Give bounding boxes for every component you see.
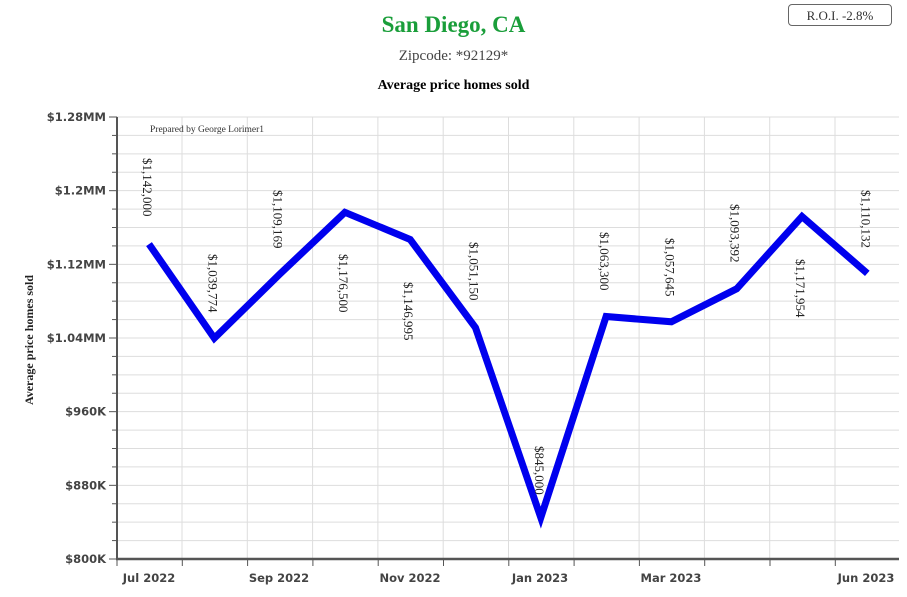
x-tick-label: Mar 2023 [641,571,702,585]
prepared-by-note: Prepared by George Lorimer1 [150,125,264,135]
x-tick-label: Sep 2022 [249,571,309,585]
y-tick-label: $1.04MM [47,331,106,345]
price-series-line [146,208,870,529]
page-title: San Diego, CA [381,12,526,37]
roi-button[interactable]: R.O.I. -2.8% [788,4,892,26]
data-label: $1,110,132 [858,190,873,248]
data-label: $1,039,774 [205,254,220,313]
x-tick-label: Jul 2022 [122,571,175,585]
data-label: $845,000 [532,446,547,495]
y-tick-label: $1.2MM [55,184,106,198]
data-label: $1,146,995 [401,282,416,341]
data-label: $1,109,169 [271,190,286,249]
data-label: $1,176,500 [336,254,351,313]
data-label: $1,171,954 [793,259,808,318]
y-tick-label: $1.28MM [47,110,106,124]
x-tick-label: Nov 2022 [379,571,440,585]
y-tick-label: $960K [65,405,107,419]
x-tick-label: Jan 2023 [511,571,568,585]
y-tick-label: $880K [65,478,107,492]
x-tick-label: Jun 2023 [837,571,895,585]
data-label: $1,063,300 [597,232,612,291]
y-tick-label: $800K [65,552,107,566]
data-label: $1,051,150 [467,242,482,301]
data-label: $1,142,000 [140,158,155,217]
data-label: $1,057,645 [662,238,677,297]
y-axis-label: Average price homes sold [22,275,36,405]
data-label: $1,093,392 [728,204,743,263]
zipcode-subtitle: Zipcode: *92129* [398,48,509,64]
y-tick-label: $1.12MM [47,257,106,271]
chart-title: Average price homes sold [377,78,530,93]
